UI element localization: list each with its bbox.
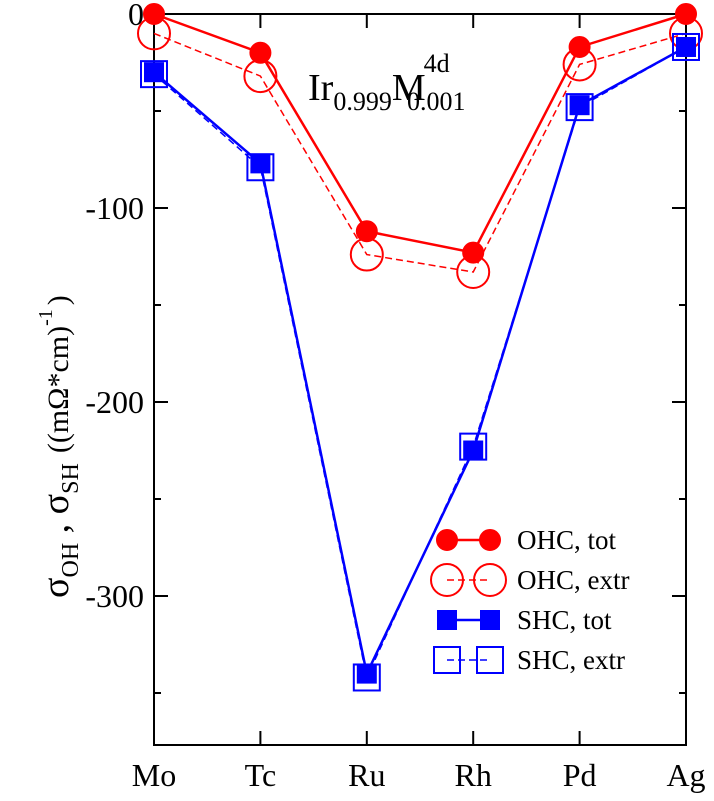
ylabel-sub-oh: OH (58, 543, 84, 578)
x-tick-label-tc: Tc (245, 757, 277, 793)
title-base-1: Ir (308, 67, 334, 109)
data-point-ohc-extr (137, 16, 171, 51)
x-tick-label-ru: Ru (348, 757, 385, 793)
data-point-ohc-tot (143, 3, 165, 25)
data-point-ohc-tot (355, 220, 378, 243)
ylabel-unit: ((mΩ*cm) (42, 326, 75, 453)
data-point-shc-extr (246, 153, 275, 182)
y-tick-label: -100 (85, 190, 144, 226)
legend-marker-shc-extr (433, 646, 461, 674)
ylabel-sigma-2: σ (35, 494, 77, 514)
data-point-ohc-extr (562, 47, 597, 82)
x-tick-label-rh: Rh (455, 757, 492, 793)
data-point-shc-tot (144, 62, 164, 83)
ylabel-sub-sh: SH (58, 463, 84, 494)
title-sup-2: 4d (424, 49, 450, 78)
title-sub-1: 0.999 (333, 87, 392, 116)
data-point-shc-tot (356, 663, 377, 684)
legend-marker-ohc-tot (436, 529, 458, 551)
data-point-shc-tot (569, 95, 590, 116)
y-axis-label: σOH , σSH((mΩ*cm)-1) (35, 295, 84, 598)
legend: OHC, tot OHC, extr SHC, tot SHC, extr (430, 525, 629, 675)
series-line-ohc-tot (153, 12, 687, 255)
legend-label-shc-tot: SHC, tot (517, 605, 612, 635)
y-tick-label: -300 (85, 578, 144, 614)
chart-title: Ir0.999M4d 0.001 (308, 49, 466, 116)
legend-marker-shc-tot (437, 610, 457, 630)
data-point-ohc-tot (675, 3, 697, 25)
data-point-shc-extr (672, 32, 700, 61)
data-point-ohc-extr (456, 255, 491, 290)
series-line-ohc-extr (153, 32, 687, 273)
x-tick-label-pd: Pd (563, 757, 597, 793)
data-point-ohc-tot (249, 41, 272, 64)
series-line-shc-extr (153, 46, 687, 680)
legend-marker-shc-tot (480, 610, 500, 630)
legend-label-ohc-extr: OHC, extr (517, 565, 629, 595)
legend-label-shc-extr: SHC, extr (517, 645, 625, 675)
data-point-ohc-tot (568, 35, 591, 58)
data-point-ohc-extr (349, 237, 384, 272)
legend-marker-ohc-tot (479, 529, 501, 551)
y-tick-label: 0 (128, 0, 144, 32)
data-point-shc-extr (352, 663, 381, 692)
ylabel-unit-sup: -1 (35, 309, 57, 326)
x-tick-label-ag: Ag (666, 757, 705, 793)
x-tick-label-mo: Mo (132, 757, 176, 793)
series-line-shc-tot (153, 45, 687, 678)
legend-marker-ohc-extr (473, 563, 507, 597)
series-ohc-extr (137, 16, 703, 290)
data-point-shc-extr (565, 93, 594, 122)
data-point-shc-tot (676, 36, 696, 57)
legend-marker-ohc-extr (430, 563, 464, 597)
plot-frame (153, 13, 687, 746)
data-point-shc-extr (140, 60, 168, 89)
legend-label-ohc-tot: OHC, tot (517, 525, 617, 555)
series-shc-tot (144, 36, 696, 684)
ylabel-sep: , (35, 514, 77, 543)
series-shc-extr (140, 32, 700, 692)
ylabel-unit-close: ) (42, 295, 75, 305)
title-base-2: M (392, 67, 426, 109)
legend-marker-shc-extr (476, 646, 504, 674)
data-point-ohc-extr (243, 59, 278, 94)
ylabel-sigma-1: σ (35, 578, 77, 598)
y-tick-label: -200 (85, 384, 144, 420)
title-sub-2: 0.001 (407, 87, 466, 116)
data-point-shc-extr (459, 432, 488, 461)
